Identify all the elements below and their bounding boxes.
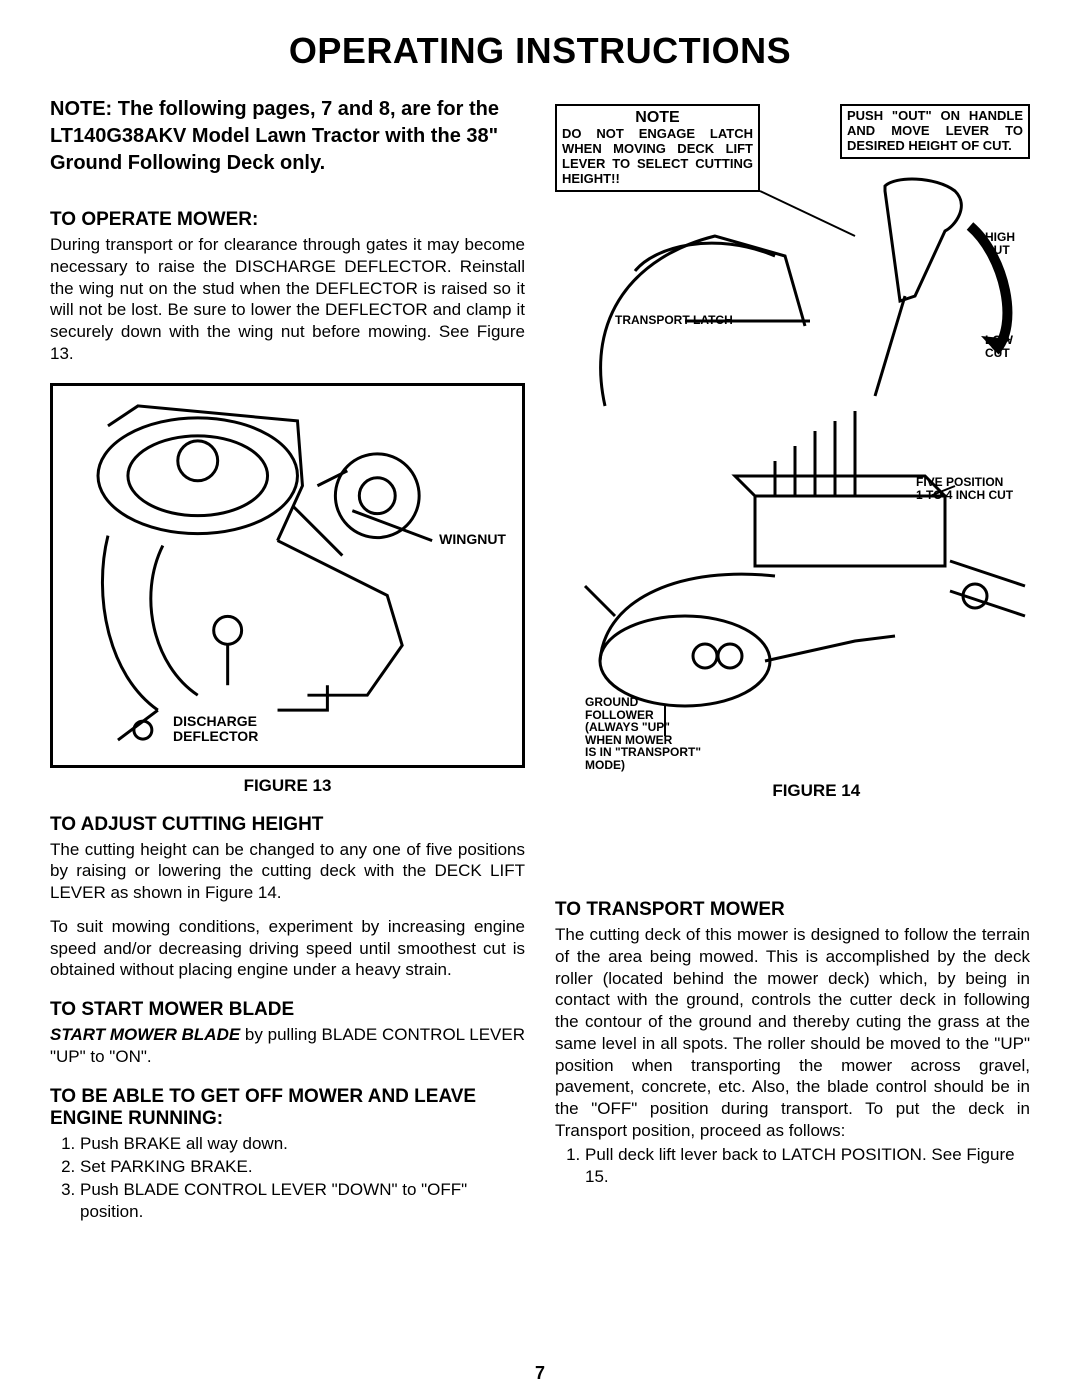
label-low-cut: LOW CUT	[985, 334, 1030, 359]
left-column: NOTE: The following pages, 7 and 8, are …	[50, 96, 525, 1233]
figure-14-caption: FIGURE 14	[772, 781, 860, 801]
figure-13-svg	[53, 386, 522, 765]
start-em: START MOWER BLADE	[50, 1025, 240, 1044]
adjust-p1: The cutting height can be changed to any…	[50, 839, 525, 904]
operate-header: TO OPERATE MOWER:	[50, 209, 525, 231]
fig13-wingnut-label: WINGNUT	[439, 531, 506, 547]
fig13-discharge-label: DISCHARGE DEFLECTOR	[173, 714, 258, 745]
label-transport-latch: TRANSPORT LATCH	[615, 314, 733, 327]
transport-list: Pull deck lift lever back to LATCH POSIT…	[555, 1144, 1030, 1188]
figure-14: NOTE DO NOT ENGAGE LATCH WHEN MOVING DEC…	[555, 96, 1030, 801]
page-number: 7	[535, 1363, 545, 1384]
spacer	[555, 801, 1030, 881]
fig13-discharge-l1: DISCHARGE	[173, 713, 257, 729]
figure-14-svg	[555, 96, 1045, 796]
page-title: OPERATING INSTRUCTIONS	[50, 30, 1030, 72]
top-note: NOTE: The following pages, 7 and 8, are …	[50, 96, 525, 177]
adjust-p2: To suit mowing conditions, experiment by…	[50, 916, 525, 981]
figure-13-caption: FIGURE 13	[50, 776, 525, 796]
two-column-layout: NOTE: The following pages, 7 and 8, are …	[50, 96, 1030, 1233]
getoff-item: Push BRAKE all way down.	[80, 1133, 525, 1155]
getoff-header: TO BE ABLE TO GET OFF MOWER AND LEAVE EN…	[50, 1086, 525, 1130]
getoff-list: Push BRAKE all way down. Set PARKING BRA…	[50, 1133, 525, 1223]
start-header: TO START MOWER BLADE	[50, 999, 525, 1021]
page-container: OPERATING INSTRUCTIONS NOTE: The followi…	[0, 0, 1080, 1398]
getoff-item: Push BLADE CONTROL LEVER "DOWN" to "OFF"…	[80, 1179, 525, 1223]
adjust-header: TO ADJUST CUTTING HEIGHT	[50, 814, 525, 836]
label-ground-follower: GROUND FOLLOWER (ALWAYS "UP" WHEN MOWER …	[585, 696, 701, 772]
start-body: START MOWER BLADE by pulling BLADE CONTR…	[50, 1024, 525, 1068]
getoff-item: Set PARKING BRAKE.	[80, 1156, 525, 1178]
label-five-position: FIVE POSITION 1 TO 4 INCH CUT	[916, 476, 1026, 501]
operate-body: During transport or for clearance throug…	[50, 234, 525, 365]
figure-13: WINGNUT DISCHARGE DEFLECTOR	[50, 383, 525, 768]
right-column: NOTE DO NOT ENGAGE LATCH WHEN MOVING DEC…	[555, 96, 1030, 1233]
transport-item: Pull deck lift lever back to LATCH POSIT…	[585, 1144, 1030, 1188]
transport-body: The cutting deck of this mower is design…	[555, 924, 1030, 1142]
label-high-cut: HIGH CUT	[985, 231, 1030, 256]
transport-header: TO TRANSPORT MOWER	[555, 899, 1030, 921]
fig13-discharge-l2: DEFLECTOR	[173, 728, 258, 744]
